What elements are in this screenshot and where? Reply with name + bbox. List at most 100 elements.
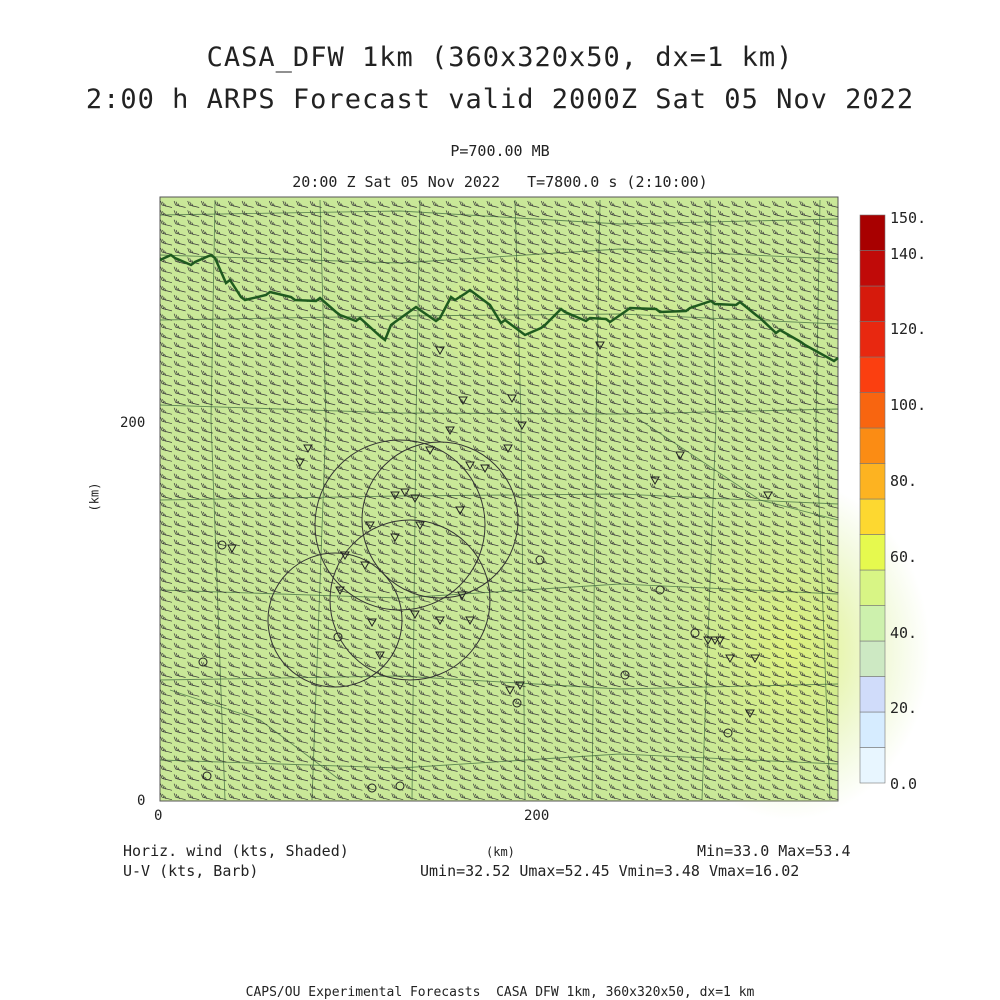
station-triangle <box>425 446 435 456</box>
station-triangle <box>415 521 425 531</box>
station-triangle <box>435 616 445 626</box>
radar-range-rings <box>267 439 519 688</box>
station-triangle <box>515 681 525 691</box>
station-triangle <box>410 610 420 620</box>
colorbar-swatch <box>859 250 886 287</box>
colorbar-swatch <box>859 498 886 535</box>
station-triangle <box>457 591 467 601</box>
station-triangle <box>745 709 755 719</box>
radar-ring <box>267 552 403 688</box>
station-triangle <box>303 444 313 454</box>
colorbar-swatch <box>859 214 886 251</box>
colorbar-label: 20. <box>890 699 917 717</box>
shading-legend: Horiz. wind (kts, Shaded) <box>123 842 349 860</box>
station-triangle <box>507 394 517 404</box>
colorbar-swatch <box>859 569 886 606</box>
station-triangle <box>465 461 475 471</box>
colorbar-swatch <box>859 747 886 784</box>
station-circle <box>202 771 212 781</box>
colorbar-label: 100. <box>890 396 926 414</box>
station-triangle <box>390 491 400 501</box>
station-triangle <box>675 451 685 461</box>
station-triangle <box>445 426 455 436</box>
colorbar-swatch <box>859 321 886 358</box>
y-tick-0: 0 <box>137 793 145 809</box>
colorbar-label: 140. <box>890 245 926 263</box>
footer-credit: CAPS/OU Experimental Forecasts CASA DFW … <box>0 985 1000 1000</box>
station-triangle <box>763 491 773 501</box>
colorbar-swatch <box>859 285 886 322</box>
station-circle <box>333 632 343 642</box>
y-axis-label: (km) <box>87 483 101 512</box>
radar-ring <box>314 439 486 611</box>
station-triangle <box>375 651 385 661</box>
station-triangle <box>505 686 515 696</box>
station-circle <box>512 698 522 708</box>
y-tick-200: 200 <box>120 415 145 431</box>
station-triangle <box>335 586 345 596</box>
station-triangle <box>340 551 350 561</box>
station-triangle <box>725 654 735 664</box>
station-circle <box>655 585 665 595</box>
uv-stats: Umin=32.52 Umax=52.45 Vmin=3.48 Vmax=16.… <box>420 862 799 880</box>
colorbar-label: 60. <box>890 548 917 566</box>
station-triangle <box>367 618 377 628</box>
x-tick-200: 200 <box>524 808 549 824</box>
colorbar-swatch <box>859 392 886 429</box>
radar-ring <box>361 441 519 599</box>
station-triangle <box>458 396 468 406</box>
station-triangle <box>455 506 465 516</box>
station-circle <box>620 670 630 680</box>
x-axis-label: (km) <box>486 845 515 859</box>
station-triangle <box>435 346 445 356</box>
colorbar-swatch <box>859 427 886 464</box>
wind-barbs <box>160 200 839 801</box>
colorbar-swatch <box>859 605 886 642</box>
colorbar-swatch <box>859 356 886 393</box>
station-circle <box>535 555 545 565</box>
radar-ring <box>329 519 491 681</box>
station-triangle <box>517 421 527 431</box>
station-circle <box>690 628 700 638</box>
valid-time: 20:00 Z Sat 05 Nov 2022 T=7800.0 s (2:10… <box>0 173 1000 191</box>
station-triangle <box>410 494 420 504</box>
colorbar-label: 80. <box>890 472 917 490</box>
station-circle <box>217 540 227 550</box>
colorbar-swatch <box>859 711 886 748</box>
station-triangle <box>750 654 760 664</box>
station-triangle <box>227 544 237 554</box>
barb-legend: U-V (kts, Barb) <box>123 862 258 880</box>
colorbar-label: 150. <box>890 209 926 227</box>
colorbar <box>859 214 886 784</box>
station-circle <box>367 783 377 793</box>
station-triangle <box>715 636 725 646</box>
station-triangle <box>703 636 713 646</box>
colorbar-swatch <box>859 534 886 571</box>
station-triangle <box>360 561 370 571</box>
station-markers <box>198 341 773 793</box>
station-triangle <box>390 533 400 543</box>
min-max-stats: Min=33.0 Max=53.4 <box>697 842 851 860</box>
red-river-boundary <box>159 253 839 363</box>
wind-maximum-shading <box>650 480 930 820</box>
station-circle <box>723 728 733 738</box>
colorbar-swatch <box>859 463 886 500</box>
colorbar-label: 40. <box>890 624 917 642</box>
station-circle <box>395 781 405 791</box>
colorbar-swatch <box>859 640 886 677</box>
colorbar-label: 120. <box>890 320 926 338</box>
title-line-2: 2:00 h ARPS Forecast valid 2000Z Sat 05 … <box>0 84 1000 115</box>
station-triangle <box>595 341 605 351</box>
station-triangle <box>400 488 410 498</box>
colorbar-label: 0.0 <box>890 775 917 793</box>
station-triangle <box>480 464 490 474</box>
pressure-level: P=700.00 MB <box>0 142 1000 160</box>
station-triangle <box>365 521 375 531</box>
station-triangle <box>465 616 475 626</box>
station-triangle <box>710 636 720 646</box>
x-tick-0: 0 <box>154 808 162 824</box>
station-circle <box>198 657 208 667</box>
station-triangle <box>503 444 513 454</box>
station-triangle <box>650 476 660 486</box>
